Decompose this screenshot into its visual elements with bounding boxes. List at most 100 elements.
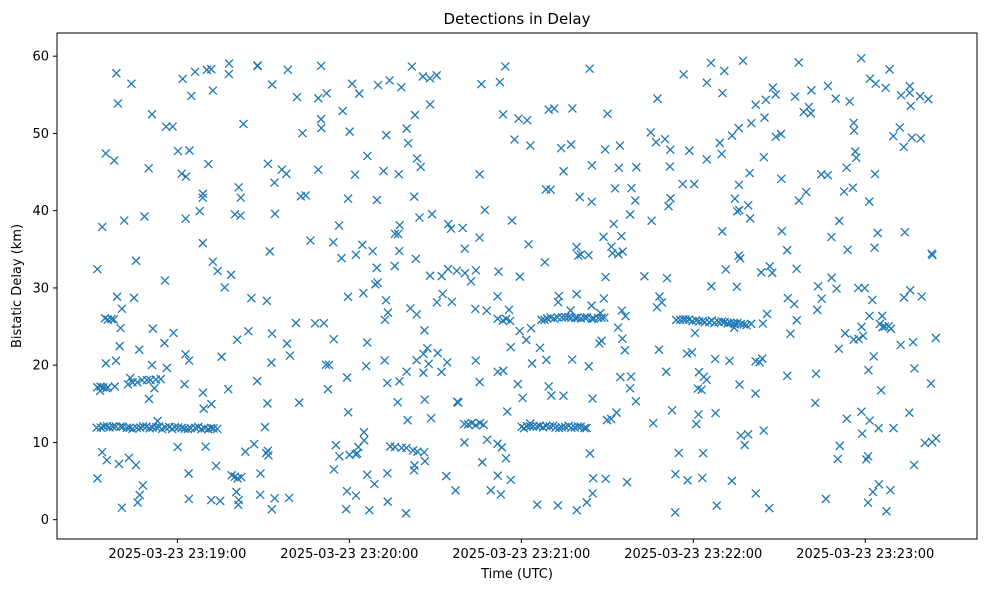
data-point-marker bbox=[689, 179, 699, 189]
data-point-marker bbox=[587, 301, 597, 311]
data-point-marker bbox=[576, 250, 586, 260]
y-tick-label: 50 bbox=[32, 127, 49, 142]
data-point-marker bbox=[396, 82, 406, 92]
data-point-marker bbox=[842, 414, 852, 424]
data-point-marker bbox=[486, 485, 496, 495]
data-point-marker bbox=[835, 441, 845, 451]
data-point-marker bbox=[631, 162, 641, 172]
data-point-marker bbox=[502, 407, 512, 417]
data-point-marker bbox=[362, 337, 372, 347]
data-point-marker bbox=[281, 169, 291, 179]
data-point-marker bbox=[101, 358, 111, 368]
data-point-marker bbox=[424, 359, 434, 369]
data-point-marker bbox=[546, 185, 556, 195]
data-point-marker bbox=[615, 141, 625, 150]
data-point-marker bbox=[323, 384, 333, 394]
data-point-marker bbox=[826, 232, 836, 242]
data-point-marker bbox=[777, 226, 787, 236]
data-point-marker bbox=[351, 250, 361, 260]
data-point-marker bbox=[123, 379, 133, 389]
data-point-marker bbox=[670, 469, 680, 479]
data-point-marker bbox=[931, 433, 941, 443]
data-point-marker bbox=[599, 313, 609, 323]
data-point-marker bbox=[557, 312, 567, 322]
data-point-marker bbox=[682, 349, 692, 359]
data-point-marker bbox=[184, 146, 194, 155]
data-point-marker bbox=[416, 162, 426, 172]
data-point-marker bbox=[639, 271, 649, 281]
data-point-marker bbox=[114, 459, 124, 469]
data-point-marker bbox=[757, 354, 767, 364]
data-point-marker bbox=[870, 169, 880, 179]
data-point-marker bbox=[498, 366, 508, 376]
data-point-marker bbox=[771, 132, 781, 142]
data-point-marker bbox=[849, 118, 859, 128]
data-point-marker bbox=[582, 312, 592, 322]
data-point-marker bbox=[334, 451, 344, 461]
data-point-marker bbox=[447, 297, 457, 307]
data-point-marker bbox=[475, 377, 485, 387]
data-point-marker bbox=[197, 424, 206, 434]
data-point-marker bbox=[230, 209, 240, 219]
data-point-marker bbox=[438, 289, 448, 299]
data-point-marker bbox=[147, 360, 157, 370]
data-point-marker bbox=[765, 261, 775, 271]
data-point-marker bbox=[433, 348, 443, 358]
data-point-marker bbox=[735, 380, 744, 389]
data-point-marker bbox=[173, 442, 183, 452]
data-point-marker bbox=[181, 172, 191, 182]
data-point-marker bbox=[514, 114, 524, 124]
data-point-marker bbox=[782, 371, 792, 381]
data-point-marker bbox=[394, 169, 404, 179]
data-point-marker bbox=[451, 486, 460, 495]
data-point-marker bbox=[232, 335, 242, 345]
data-point-marker bbox=[144, 163, 154, 173]
data-point-marker bbox=[585, 449, 595, 458]
data-point-marker bbox=[425, 100, 435, 109]
data-point-marker bbox=[916, 133, 926, 143]
x-axis-title: Time (UTC) bbox=[480, 567, 553, 582]
data-point-marker bbox=[224, 59, 234, 69]
data-point-marker bbox=[864, 197, 874, 207]
data-point-marker bbox=[178, 74, 188, 84]
data-point-marker bbox=[768, 83, 778, 93]
data-point-marker bbox=[206, 495, 216, 505]
data-point-marker bbox=[206, 399, 216, 409]
data-point-marker bbox=[525, 421, 535, 431]
data-point-marker bbox=[620, 345, 630, 355]
data-point-marker bbox=[662, 273, 672, 283]
x-tick-label: 2025-03-23 23:21:00 bbox=[452, 547, 590, 562]
data-point-marker bbox=[102, 455, 112, 465]
data-point-marker bbox=[670, 507, 680, 517]
data-point-marker bbox=[694, 409, 703, 419]
data-point-marker bbox=[625, 383, 635, 393]
data-point-marker bbox=[160, 276, 170, 285]
data-point-marker bbox=[863, 498, 873, 508]
data-point-marker bbox=[412, 355, 421, 365]
data-point-marker bbox=[522, 115, 532, 125]
data-point-marker bbox=[266, 358, 276, 368]
data-point-marker bbox=[515, 272, 525, 282]
data-point-marker bbox=[756, 267, 766, 277]
data-point-marker bbox=[494, 267, 503, 276]
data-point-marker bbox=[792, 264, 802, 274]
data-point-marker bbox=[369, 479, 379, 489]
data-point-marker bbox=[358, 288, 368, 298]
data-point-marker bbox=[151, 422, 161, 432]
data-point-marker bbox=[730, 194, 740, 204]
data-point-marker bbox=[843, 245, 853, 255]
data-point-marker bbox=[181, 214, 191, 224]
data-point-marker bbox=[162, 363, 172, 373]
data-point-marker bbox=[443, 219, 453, 229]
data-point-marker bbox=[582, 423, 592, 433]
data-point-marker bbox=[161, 423, 170, 432]
data-point-marker bbox=[823, 170, 833, 180]
data-point-marker bbox=[149, 383, 159, 393]
data-point-marker bbox=[471, 420, 481, 430]
data-point-marker bbox=[801, 187, 811, 197]
data-point-marker bbox=[395, 376, 404, 386]
data-point-marker bbox=[329, 334, 339, 344]
data-point-marker bbox=[505, 316, 515, 326]
data-point-marker bbox=[626, 372, 636, 382]
data-point-marker bbox=[853, 283, 863, 293]
